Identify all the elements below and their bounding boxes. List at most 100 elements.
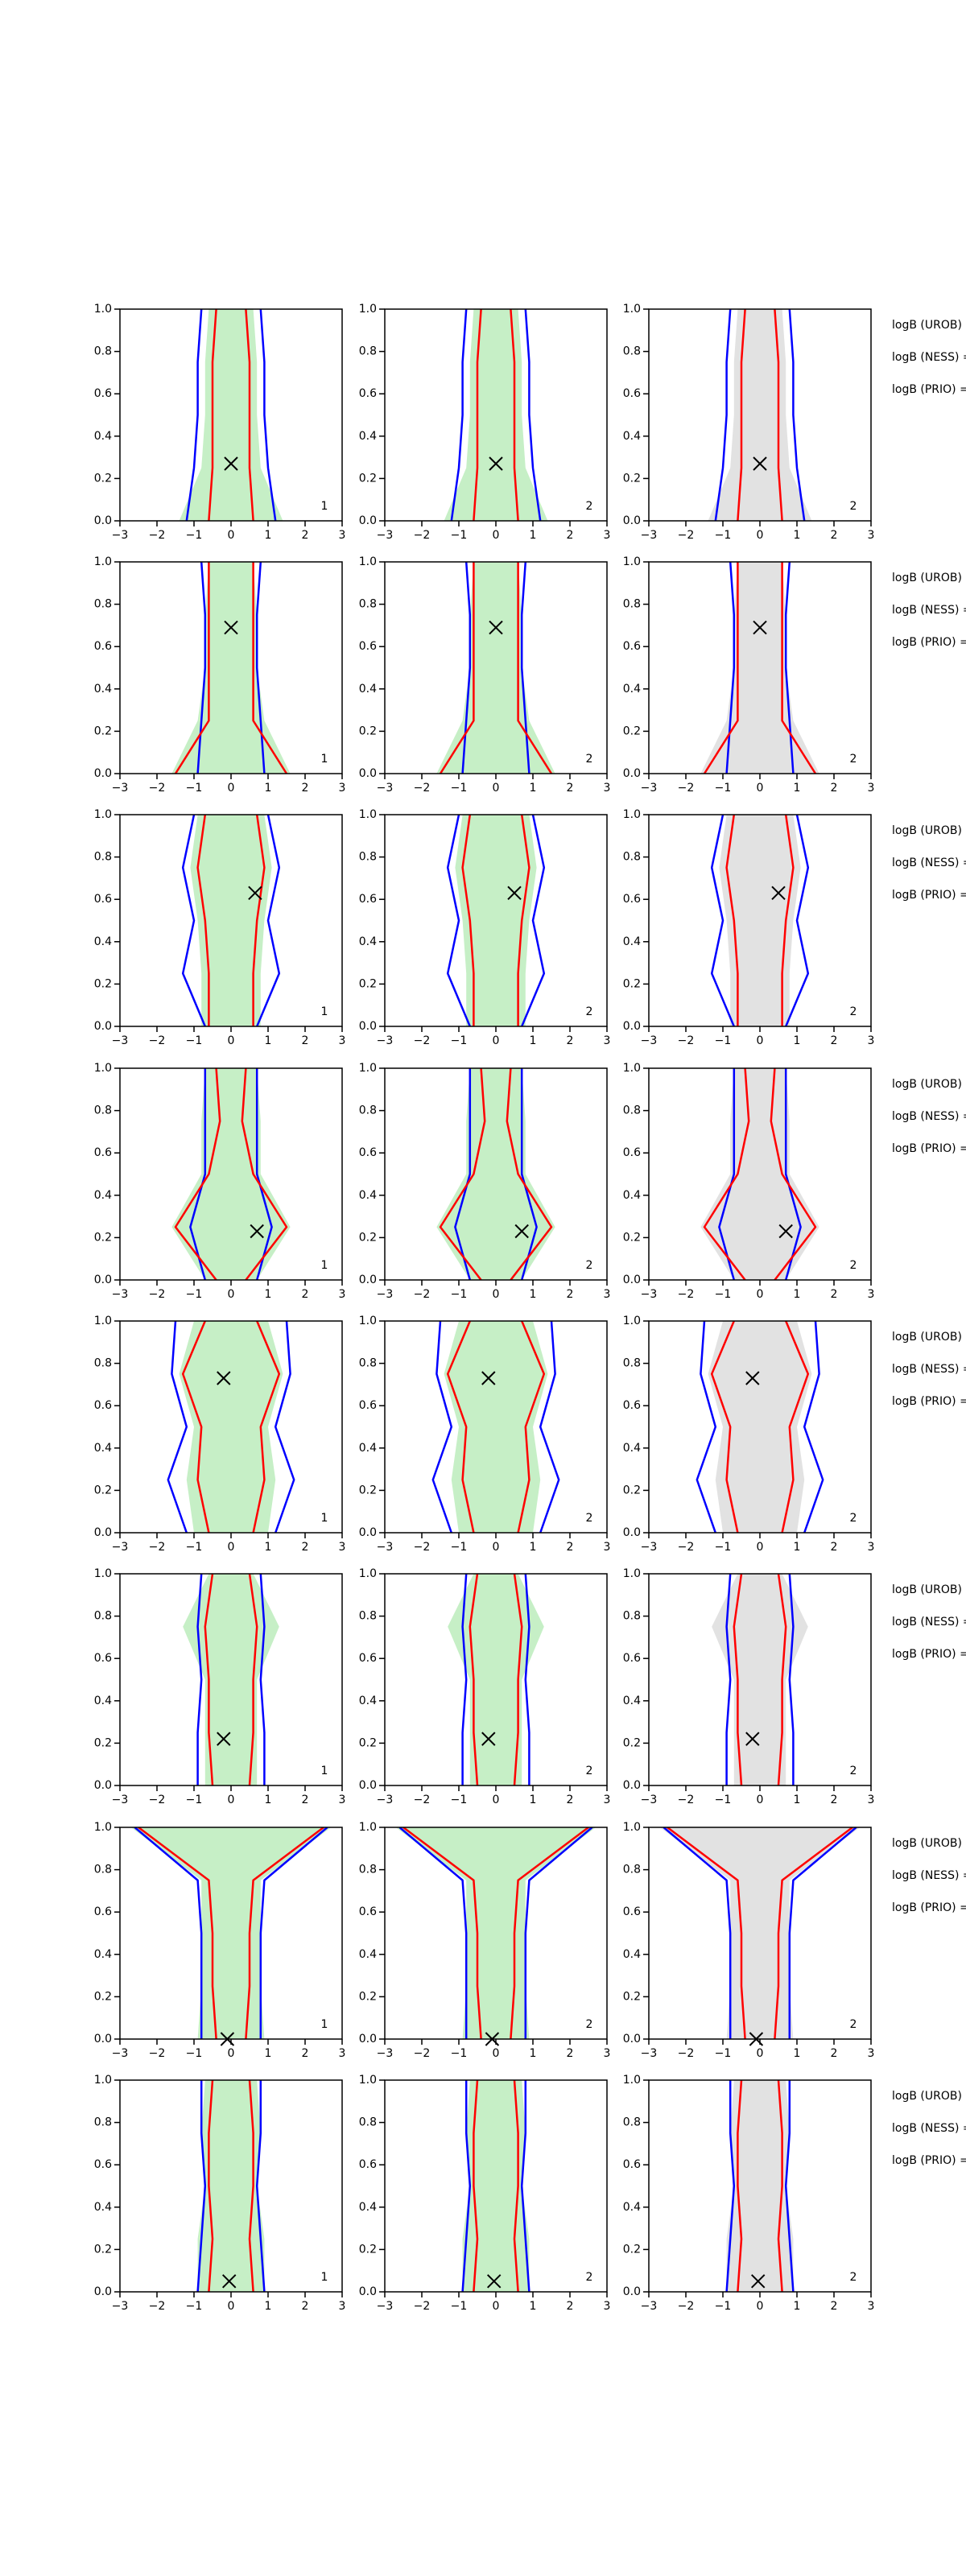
x-tick-label: −1 (715, 1794, 732, 1806)
x-tick-label: −2 (678, 529, 695, 542)
marker (486, 2274, 502, 2289)
contour (703, 562, 739, 774)
corner-label: 1 (321, 1765, 328, 1777)
contour (663, 1827, 732, 2039)
y-tick-label: 0.6 (623, 1652, 641, 1665)
y-tick-label: 0.2 (623, 1231, 641, 1244)
x-tick-label: −1 (715, 782, 732, 795)
y-tick-label: 0.8 (359, 851, 377, 864)
x-tick-label: 3 (339, 782, 346, 795)
density-fill (726, 2080, 760, 2292)
contour (785, 815, 810, 1026)
contour (774, 1827, 853, 2039)
panel (700, 1068, 819, 1280)
contour (138, 1827, 217, 2039)
x-tick-label: 3 (868, 1541, 875, 1554)
panel (431, 1321, 560, 1533)
density-fill (760, 309, 812, 521)
x-tick-label: −1 (451, 1794, 468, 1806)
contour (256, 815, 281, 1026)
x-tick-label: 3 (339, 1288, 346, 1301)
y-tick-label: 0.6 (94, 640, 112, 653)
marker (745, 1732, 760, 1746)
density-fill (231, 1574, 279, 1785)
x-tick-label: 0 (493, 1541, 500, 1554)
y-tick-label: 0.6 (359, 387, 377, 400)
panel (179, 309, 283, 521)
x-tick-label: −3 (112, 782, 129, 795)
x-tick-label: 2 (831, 2300, 838, 2313)
contour (781, 815, 795, 1026)
marker (489, 456, 503, 471)
y-tick-label: 1.0 (623, 1567, 641, 1580)
y-tick-label: 0.2 (94, 1990, 112, 2003)
y-tick-label: 0.2 (623, 724, 641, 737)
x-tick-label: −1 (715, 529, 732, 542)
x-tick-label: −1 (186, 1288, 203, 1301)
density-fill (712, 1574, 760, 1785)
x-tick-label: −3 (112, 1288, 129, 1301)
x-tick-label: −2 (678, 1034, 695, 1047)
y-tick-label: 0.2 (623, 1484, 641, 1496)
x-tick-label: −2 (149, 2300, 166, 2313)
density-fill (496, 1827, 597, 2039)
x-tick-label: 0 (493, 2047, 500, 2060)
x-tick-label: −2 (678, 2047, 695, 2060)
x-tick-label: 0 (493, 2300, 500, 2313)
y-tick-label: 0.6 (623, 1146, 641, 1159)
x-tick-label: 0 (228, 1034, 235, 1047)
contour (402, 1827, 482, 2039)
contour (174, 1068, 221, 1280)
y-tick-label: 1.0 (359, 2074, 377, 2087)
y-tick-label: 0.4 (359, 1189, 377, 1202)
y-tick-label: 0.2 (623, 1736, 641, 1749)
annotation: logB (PRIO) = (892, 383, 966, 396)
x-tick-label: 1 (530, 1034, 537, 1047)
x-tick-label: −1 (451, 1541, 468, 1554)
x-tick-label: 2 (302, 2300, 309, 2313)
marker (248, 886, 262, 901)
y-tick-label: 0.2 (94, 2243, 112, 2256)
x-tick-label: 1 (265, 2047, 272, 2060)
corner-label: 2 (850, 753, 857, 766)
contour (513, 1574, 523, 1785)
x-tick-label: 1 (794, 1288, 801, 1301)
annotation: logB (NESS) = (892, 604, 966, 617)
panel (448, 1574, 544, 1785)
x-tick-label: 1 (265, 1541, 272, 1554)
y-tick-label: 1.0 (623, 1315, 641, 1327)
y-tick-label: 0.0 (623, 767, 641, 780)
contour (725, 562, 736, 774)
density-fill (444, 1321, 496, 1533)
y-tick-label: 0.8 (94, 345, 112, 358)
density-fill (496, 562, 555, 774)
x-tick-label: 2 (567, 1794, 574, 1806)
contour (439, 1068, 486, 1280)
density-fill (760, 1827, 861, 2039)
corner-label: 2 (850, 2271, 857, 2284)
x-tick-label: −2 (414, 2300, 431, 2313)
y-tick-label: 0.2 (359, 1231, 377, 1244)
x-tick-label: −3 (641, 1541, 658, 1554)
y-tick-label: 0.2 (94, 472, 112, 485)
y-tick-label: 0.0 (623, 1274, 641, 1286)
contour (181, 1321, 210, 1533)
y-tick-label: 0.2 (623, 472, 641, 485)
contour (520, 2080, 530, 2292)
y-tick-label: 0.0 (359, 1274, 377, 1286)
x-tick-label: −1 (186, 2300, 203, 2313)
contour (784, 1068, 802, 1280)
x-tick-label: 2 (302, 2047, 309, 2060)
x-tick-label: −3 (377, 1034, 394, 1047)
x-tick-label: −1 (186, 1541, 203, 1554)
annotation: logB (PRIO) = (892, 2154, 966, 2167)
panel (461, 2080, 530, 2292)
y-tick-label: 0.2 (94, 977, 112, 990)
x-tick-label: 2 (567, 1288, 574, 1301)
marker (224, 620, 238, 635)
panel (444, 309, 548, 521)
y-tick-label: 0.2 (94, 1231, 112, 1244)
y-tick-label: 0.4 (94, 1442, 112, 1455)
x-tick-label: −3 (112, 1794, 129, 1806)
y-tick-label: 0.4 (359, 430, 377, 443)
